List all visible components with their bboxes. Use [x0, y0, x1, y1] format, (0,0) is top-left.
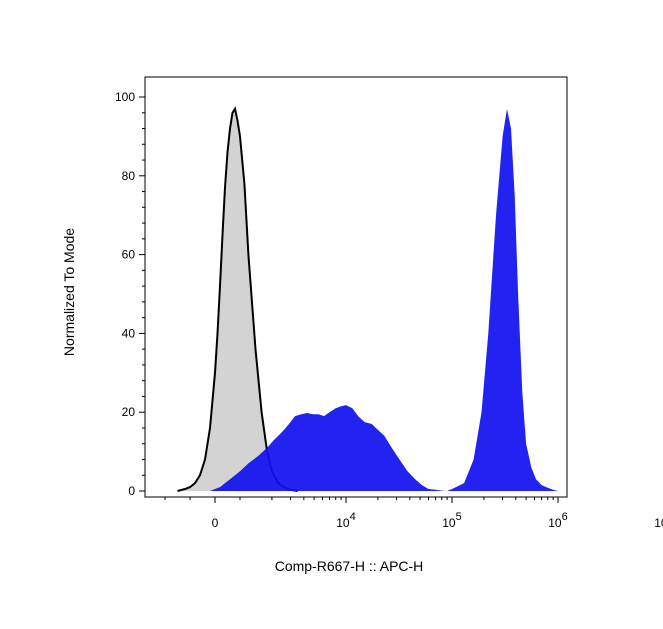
y-tick-label: 100: [115, 90, 135, 104]
axis-layer: 0 20 40 60 80 100 0 104 105 106 107: [115, 90, 663, 530]
y-tick-label: 80: [122, 169, 136, 183]
y-axis-title: Normalized To Mode: [61, 228, 77, 356]
x-tick-label: 106: [548, 511, 567, 530]
series-layer: [177, 106, 567, 492]
plot-frame: [144, 76, 568, 498]
x-tick-label: 107: [654, 511, 663, 530]
y-tick-label: 40: [122, 326, 136, 340]
series-1-area: [210, 108, 567, 492]
y-tick-label: 0: [128, 484, 135, 498]
y-tick-label: 20: [122, 405, 136, 419]
series-0-area: [177, 108, 298, 492]
x-axis-title: Comp-R667-H :: APC-H: [275, 558, 424, 574]
x-tick-label: 105: [442, 511, 461, 530]
x-tick-label: 104: [336, 511, 355, 530]
y-tick-label: 60: [122, 248, 136, 262]
x-tick-label: 0: [212, 516, 219, 530]
